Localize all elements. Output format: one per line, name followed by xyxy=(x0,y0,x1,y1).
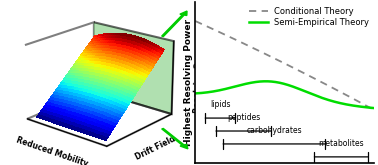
Line: Conditional Theory: Conditional Theory xyxy=(195,21,374,110)
Text: metabolites: metabolites xyxy=(318,139,364,148)
Semi-Empirical Theory xyxy=(324,98,328,100)
Semi-Empirical Theory xyxy=(251,81,256,83)
Semi-Empirical Theory xyxy=(306,92,311,94)
Conditional Theory xyxy=(305,74,310,76)
Semi-Empirical Theory xyxy=(193,92,198,94)
Conditional Theory xyxy=(322,83,327,85)
Conditional Theory xyxy=(264,53,268,55)
Conditional Theory xyxy=(372,109,376,111)
X-axis label: Reduced Mobility: Reduced Mobility xyxy=(15,135,90,165)
Semi-Empirical Theory xyxy=(215,90,219,92)
Text: peptides: peptides xyxy=(227,113,260,122)
Conditional Theory xyxy=(251,47,256,49)
Line: Semi-Empirical Theory: Semi-Empirical Theory xyxy=(195,81,374,108)
Conditional Theory xyxy=(193,20,198,22)
Semi-Empirical Theory xyxy=(263,80,268,82)
Semi-Empirical Theory xyxy=(264,80,269,82)
Conditional Theory xyxy=(323,83,328,85)
Text: carbohydrates: carbohydrates xyxy=(246,126,302,135)
Semi-Empirical Theory xyxy=(372,107,376,109)
Legend: Conditional Theory, Semi-Empirical Theory: Conditional Theory, Semi-Empirical Theor… xyxy=(248,6,370,28)
Text: lipids: lipids xyxy=(210,100,231,109)
Conditional Theory xyxy=(215,30,219,32)
Y-axis label: Highest Resolving Power: Highest Resolving Power xyxy=(184,19,192,146)
Semi-Empirical Theory xyxy=(323,98,327,100)
Y-axis label: Drift Field: Drift Field xyxy=(134,134,177,162)
